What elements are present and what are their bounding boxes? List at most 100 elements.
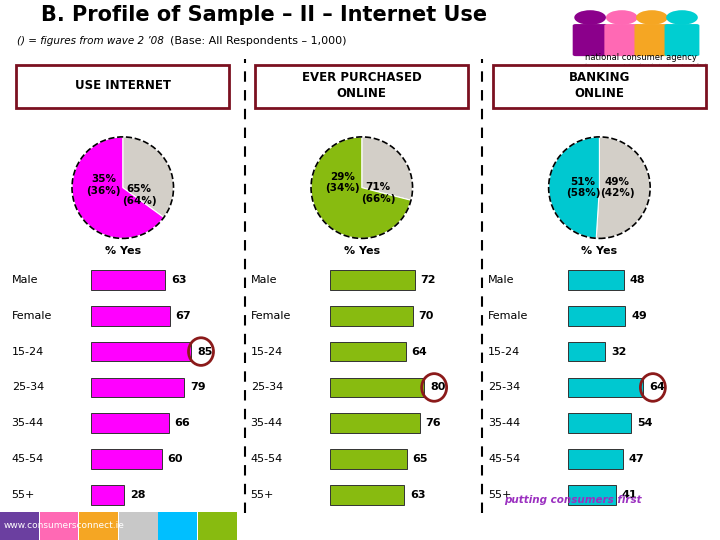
Text: 63: 63	[410, 490, 426, 500]
Text: 54: 54	[637, 418, 652, 428]
FancyBboxPatch shape	[255, 65, 469, 108]
Text: 64: 64	[411, 347, 427, 356]
Text: 64: 64	[649, 382, 665, 393]
FancyBboxPatch shape	[91, 377, 184, 397]
Text: Female: Female	[12, 310, 52, 321]
Wedge shape	[361, 137, 413, 200]
Text: 55+: 55+	[12, 490, 35, 500]
FancyBboxPatch shape	[604, 24, 639, 56]
FancyBboxPatch shape	[567, 414, 631, 433]
Text: 70: 70	[418, 310, 433, 321]
Wedge shape	[122, 137, 174, 218]
Text: 76: 76	[426, 418, 441, 428]
FancyBboxPatch shape	[91, 485, 124, 505]
FancyBboxPatch shape	[330, 449, 407, 469]
Text: Male: Male	[251, 275, 277, 285]
Text: Male: Male	[12, 275, 38, 285]
Text: (Base: All Respondents – 1,000): (Base: All Respondents – 1,000)	[170, 37, 346, 46]
Text: 67: 67	[176, 310, 192, 321]
Text: 71%
(66%): 71% (66%)	[361, 182, 395, 204]
Text: 48: 48	[630, 275, 646, 285]
Wedge shape	[596, 137, 650, 238]
FancyBboxPatch shape	[330, 377, 424, 397]
Text: 29%
(34%): 29% (34%)	[325, 172, 360, 193]
FancyBboxPatch shape	[634, 24, 670, 56]
Text: 35-44: 35-44	[251, 418, 283, 428]
Text: 65: 65	[413, 454, 428, 464]
FancyBboxPatch shape	[567, 342, 606, 361]
FancyBboxPatch shape	[79, 512, 118, 540]
Circle shape	[666, 10, 698, 25]
FancyBboxPatch shape	[330, 342, 405, 361]
FancyBboxPatch shape	[572, 24, 608, 56]
Text: 79: 79	[190, 382, 205, 393]
Text: 72: 72	[420, 275, 436, 285]
FancyBboxPatch shape	[330, 270, 415, 289]
Wedge shape	[549, 137, 600, 238]
Text: % Yes: % Yes	[104, 246, 141, 256]
Text: % Yes: % Yes	[343, 246, 380, 256]
FancyBboxPatch shape	[91, 342, 192, 361]
Text: BANKING
ONLINE: BANKING ONLINE	[569, 71, 630, 100]
Text: 85: 85	[197, 347, 212, 356]
Text: Male: Male	[488, 275, 515, 285]
FancyBboxPatch shape	[330, 485, 405, 505]
Text: www.consumersconnect.ie: www.consumersconnect.ie	[4, 522, 125, 530]
Text: 45-54: 45-54	[251, 454, 283, 464]
FancyBboxPatch shape	[119, 512, 158, 540]
FancyBboxPatch shape	[158, 512, 197, 540]
Text: () = figures from wave 2 ’08: () = figures from wave 2 ’08	[17, 37, 163, 46]
FancyBboxPatch shape	[330, 414, 420, 433]
Circle shape	[606, 10, 638, 25]
FancyBboxPatch shape	[0, 512, 39, 540]
Text: B. Profile of Sample – II – Internet Use: B. Profile of Sample – II – Internet Use	[41, 4, 487, 24]
FancyBboxPatch shape	[330, 306, 413, 326]
Text: 15-24: 15-24	[488, 347, 521, 356]
Circle shape	[575, 10, 606, 25]
FancyBboxPatch shape	[492, 65, 706, 108]
Text: 28: 28	[130, 490, 145, 500]
Text: 25-34: 25-34	[12, 382, 44, 393]
Text: 60: 60	[168, 454, 183, 464]
Text: 35-44: 35-44	[488, 418, 521, 428]
FancyBboxPatch shape	[91, 270, 166, 289]
Text: 49: 49	[631, 310, 647, 321]
FancyBboxPatch shape	[567, 377, 643, 397]
Text: 47: 47	[629, 454, 644, 464]
Text: 35-44: 35-44	[12, 418, 44, 428]
FancyBboxPatch shape	[567, 485, 616, 505]
Text: 45-54: 45-54	[12, 454, 44, 464]
FancyBboxPatch shape	[40, 512, 78, 540]
FancyBboxPatch shape	[567, 449, 623, 469]
FancyBboxPatch shape	[567, 270, 624, 289]
Text: 51%
(58%): 51% (58%)	[566, 177, 600, 198]
Text: % Yes: % Yes	[581, 246, 618, 256]
Text: 66: 66	[174, 418, 190, 428]
Text: 15-24: 15-24	[251, 347, 283, 356]
Text: Female: Female	[488, 310, 528, 321]
Text: 49%
(42%): 49% (42%)	[600, 177, 634, 198]
Text: 32: 32	[611, 347, 626, 356]
Wedge shape	[311, 137, 411, 238]
Text: 25-34: 25-34	[251, 382, 283, 393]
Text: 15-24: 15-24	[12, 347, 44, 356]
Text: putting consumers first: putting consumers first	[505, 495, 642, 505]
FancyBboxPatch shape	[16, 65, 230, 108]
Text: gníomhaireacht náisiúnta tomhaltóirí: gníomhaireacht náisiúnta tomhaltóirí	[575, 63, 706, 70]
Text: 55+: 55+	[251, 490, 274, 500]
FancyBboxPatch shape	[91, 414, 169, 433]
Text: 41: 41	[621, 490, 637, 500]
FancyBboxPatch shape	[91, 449, 162, 469]
Text: EVER PURCHASED
ONLINE: EVER PURCHASED ONLINE	[302, 71, 422, 100]
Text: 80: 80	[430, 382, 446, 393]
Wedge shape	[72, 137, 164, 238]
Text: national consumer agency: national consumer agency	[585, 53, 697, 62]
Text: 25-34: 25-34	[488, 382, 521, 393]
Circle shape	[636, 10, 667, 25]
FancyBboxPatch shape	[91, 306, 170, 326]
Text: USE INTERNET: USE INTERNET	[75, 79, 171, 92]
Text: 35%
(36%): 35% (36%)	[86, 174, 121, 196]
Text: 63: 63	[171, 275, 186, 285]
FancyBboxPatch shape	[665, 24, 699, 56]
Text: 55+: 55+	[488, 490, 512, 500]
